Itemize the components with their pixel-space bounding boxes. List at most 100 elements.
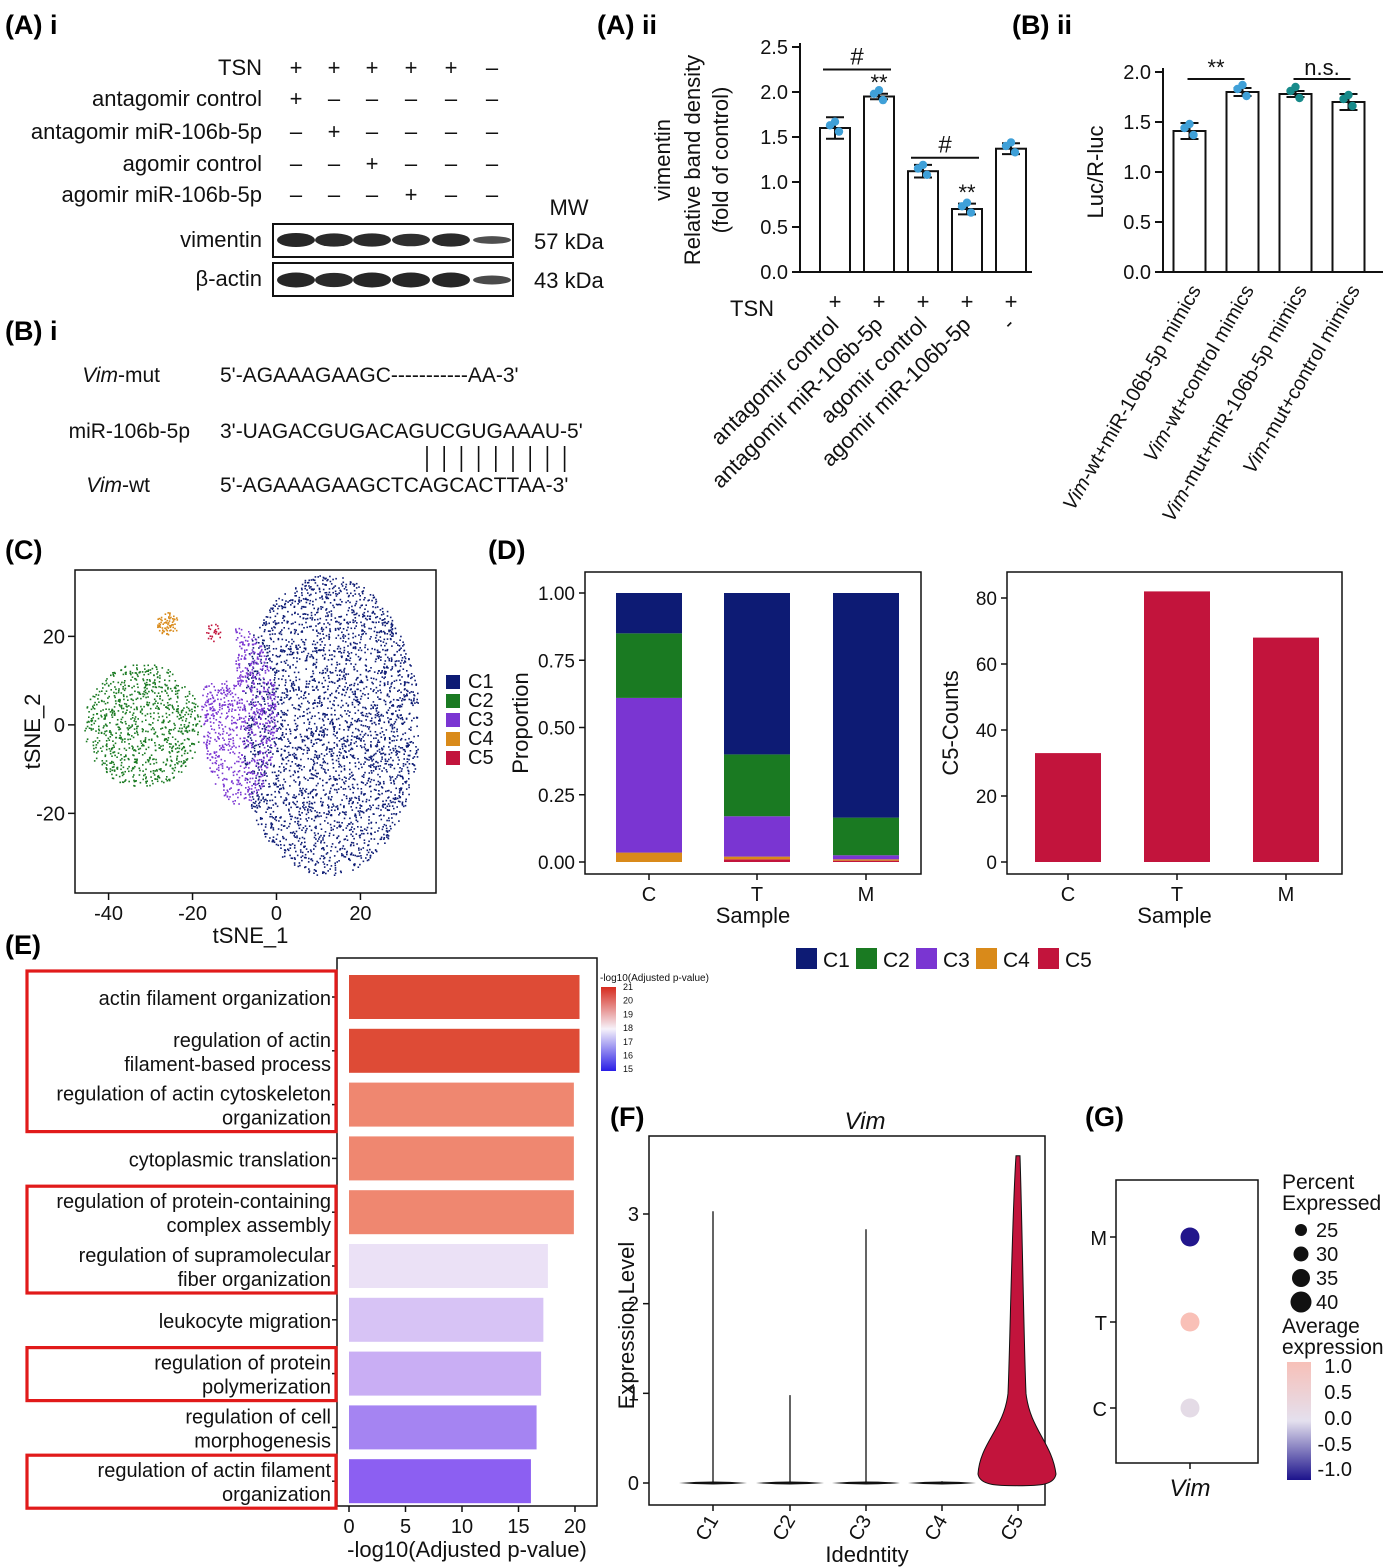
sequence-name: miR-106b-5p bbox=[69, 420, 190, 443]
color-legend-label: -1.0 bbox=[1318, 1459, 1352, 1481]
treatment-sign: + bbox=[445, 55, 458, 80]
bar bbox=[995, 147, 1027, 273]
x-tick-label: C5 bbox=[996, 1512, 1028, 1545]
significance-star: ** bbox=[870, 70, 888, 95]
expression-dot bbox=[1180, 1398, 1200, 1418]
y-tick-label: 2.0 bbox=[1123, 62, 1151, 84]
d1-frame bbox=[584, 571, 922, 875]
chart-title: Vim bbox=[845, 1108, 886, 1135]
stacked-bar-segment bbox=[616, 593, 682, 634]
enrichment-bar bbox=[349, 1136, 574, 1181]
colorbar-tick-label: 18 bbox=[623, 1023, 633, 1033]
violin-body bbox=[756, 1481, 824, 1485]
legend-label: C3 bbox=[468, 709, 494, 731]
y-tick-label: 0 bbox=[986, 853, 997, 874]
data-point bbox=[966, 208, 976, 217]
panel-label-g: (G) bbox=[1085, 1102, 1124, 1132]
x-tick-label: M bbox=[1278, 884, 1295, 906]
enrichment-bar bbox=[349, 1405, 537, 1450]
y-tick-label: 1.0 bbox=[760, 172, 788, 194]
treatment-sign: – bbox=[405, 119, 418, 144]
legend-label: C5 bbox=[468, 747, 494, 769]
data-point bbox=[1291, 82, 1300, 92]
term-label: regulation of actin bbox=[173, 1030, 331, 1052]
treatment-sign: + bbox=[405, 182, 418, 207]
term-label: fiber organization bbox=[178, 1269, 331, 1291]
treatment-sign: – bbox=[486, 182, 499, 207]
y-tick-label: 60 bbox=[976, 655, 997, 676]
colorbar-tick-label: 17 bbox=[623, 1037, 633, 1047]
treatment-sign: – bbox=[290, 119, 303, 144]
stacked-bar-segment bbox=[616, 852, 682, 862]
data-point bbox=[1242, 91, 1251, 101]
treatment-label: TSN bbox=[218, 55, 262, 80]
vimentin-blot-frame bbox=[272, 223, 514, 258]
x-tick-label: T bbox=[1171, 884, 1183, 906]
x-tick-label: -40 bbox=[94, 903, 123, 925]
y-tick-label: T bbox=[1095, 1313, 1107, 1335]
treatment-sign: – bbox=[445, 182, 458, 207]
x-tick-label: 20 bbox=[564, 1516, 586, 1538]
color-legend-title: Average bbox=[1282, 1315, 1360, 1338]
violin-body bbox=[832, 1481, 900, 1485]
data-point bbox=[830, 117, 840, 126]
treatment-sign: – bbox=[366, 119, 379, 144]
bar bbox=[863, 95, 895, 273]
x-tick-label: 0 bbox=[343, 1516, 354, 1538]
x-tick-label: M bbox=[858, 884, 875, 906]
legend-swatch bbox=[446, 694, 460, 708]
y-tick-label: 3 bbox=[628, 1204, 639, 1226]
bar bbox=[1225, 91, 1260, 273]
x-axis-label: Vim bbox=[1170, 1475, 1211, 1502]
treatment-sign: – bbox=[486, 151, 499, 176]
legend-swatch bbox=[976, 948, 997, 969]
x-tick-label: 5 bbox=[400, 1516, 411, 1538]
data-point bbox=[1344, 90, 1353, 100]
legend-swatch bbox=[446, 675, 460, 689]
legend-swatch bbox=[446, 732, 460, 746]
sequence-name: Vim-mut bbox=[82, 364, 160, 387]
x-category-label: - bbox=[997, 312, 1020, 335]
term-label: organization bbox=[222, 1484, 331, 1506]
data-point bbox=[1238, 80, 1247, 90]
tsn-label: TSN bbox=[730, 296, 774, 321]
cluster-c2-points bbox=[84, 664, 203, 787]
y-tick-label: 2.0 bbox=[760, 82, 788, 104]
x-tick-label: 20 bbox=[349, 903, 371, 925]
treatment-sign: – bbox=[328, 86, 341, 111]
color-legend-label: 0.5 bbox=[1324, 1382, 1352, 1404]
color-legend-label: -0.5 bbox=[1318, 1434, 1352, 1456]
significance-mark: n.s. bbox=[1304, 55, 1339, 80]
actin-band bbox=[392, 272, 430, 288]
x-category-rest: -mut+control mimics bbox=[1256, 282, 1365, 448]
y-tick-label: 0.50 bbox=[538, 719, 575, 740]
vimentin-band bbox=[473, 236, 511, 244]
y-tick-label: 1.5 bbox=[760, 127, 788, 149]
x-tick-label: 10 bbox=[451, 1516, 473, 1538]
enrichment-bar bbox=[349, 1244, 548, 1288]
x-axis-label: Idedntity bbox=[825, 1542, 908, 1567]
y-tick-label: 0.0 bbox=[760, 262, 788, 284]
treatment-sign: – bbox=[328, 151, 341, 176]
y-tick-label: 20 bbox=[43, 626, 65, 648]
y-tick-label: 0.0 bbox=[1123, 262, 1151, 284]
treatment-sign: – bbox=[366, 86, 379, 111]
stacked-bar-segment bbox=[724, 816, 790, 857]
tsn-sign: + bbox=[917, 289, 930, 314]
x-axis-label: -log10(Adjusted p-value) bbox=[347, 1537, 587, 1562]
sequence-name-rest: miR-106b-5p bbox=[69, 420, 190, 443]
actin-blot-frame bbox=[272, 262, 514, 297]
actin-band bbox=[277, 272, 315, 288]
x-tick-label: C1 bbox=[691, 1512, 723, 1545]
violin-body bbox=[679, 1481, 747, 1485]
chart-a-ii: 0.0 0.5 1.0 1.5 2.0 2.5 vimentin Relative band … bbox=[650, 37, 1032, 493]
colorbar-tick-label: 15 bbox=[623, 1064, 633, 1074]
band-label: β-actin bbox=[196, 266, 262, 291]
colorbar-tick-label: 16 bbox=[623, 1051, 633, 1061]
highlight-box bbox=[25, 1345, 338, 1403]
size-legend-title: Percent bbox=[1282, 1171, 1355, 1194]
x-category-rest: -wt+control mimics bbox=[1157, 282, 1259, 437]
vimentin-band bbox=[315, 233, 353, 247]
expression-dot bbox=[1180, 1312, 1200, 1332]
legend-swatch bbox=[1038, 948, 1059, 969]
